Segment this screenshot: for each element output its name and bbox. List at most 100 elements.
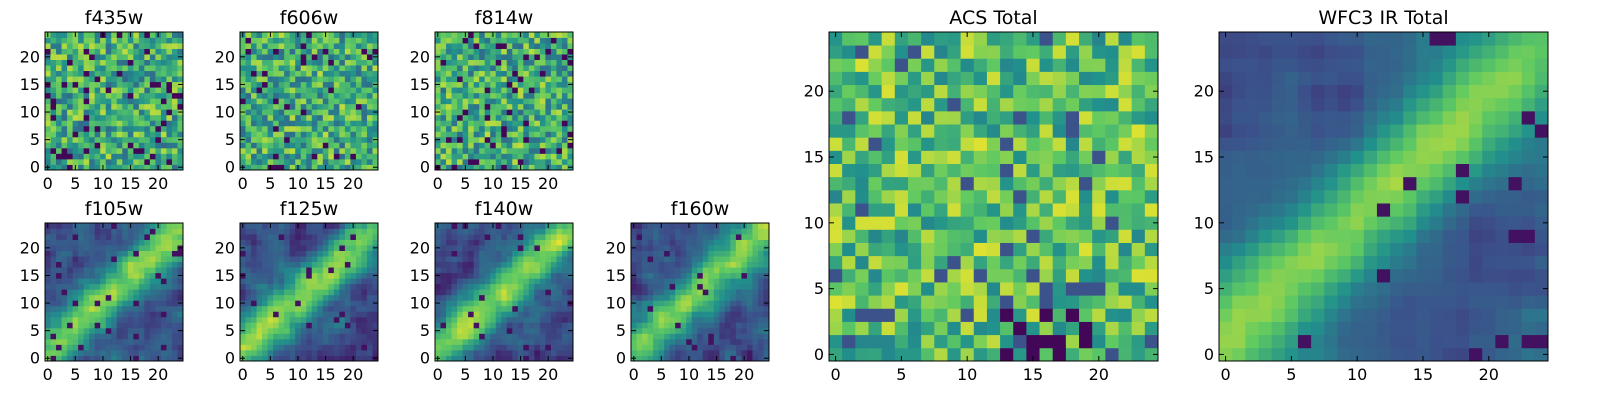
heatmap-cell <box>746 294 753 301</box>
heatmap-cell <box>686 267 693 274</box>
heatmap-cell <box>724 294 731 301</box>
heatmap-cell <box>440 164 447 171</box>
heatmap-cell <box>273 223 280 229</box>
heatmap-cell <box>295 142 302 149</box>
heatmap-cell <box>556 70 563 77</box>
heatmap-cell <box>278 311 285 318</box>
heatmap-cell <box>94 223 101 229</box>
heatmap-cell <box>1131 334 1146 349</box>
heatmap-cell <box>350 98 357 105</box>
heatmap-cell <box>171 147 178 154</box>
heatmap-cell <box>116 70 123 77</box>
heatmap-cell <box>1092 295 1106 309</box>
heatmap-cell <box>462 261 469 268</box>
heatmap-cell <box>730 245 737 251</box>
heatmap-cell <box>339 32 346 38</box>
heatmap-cell <box>855 334 869 349</box>
heatmap-cell <box>708 256 715 263</box>
heatmap-cell <box>273 289 280 296</box>
heatmap-cell <box>539 120 546 127</box>
heatmap-cell <box>647 234 654 240</box>
heatmap-cell <box>473 32 480 38</box>
heatmap-cell <box>116 158 123 165</box>
heatmap-cell <box>1131 308 1146 322</box>
heatmap-cell <box>479 125 486 132</box>
heatmap-cell <box>647 250 654 257</box>
heatmap-cell <box>72 147 79 154</box>
heatmap-cell <box>457 103 463 110</box>
heatmap-cell <box>177 261 184 268</box>
heatmap-cell <box>45 333 51 340</box>
heatmap-cell <box>317 76 324 83</box>
heatmap-cell <box>556 355 563 362</box>
heatmap-cell <box>256 300 263 307</box>
heatmap-cell <box>468 300 475 307</box>
heatmap-cell <box>350 147 357 154</box>
heatmap-cell <box>907 321 922 336</box>
heatmap-cell <box>127 98 134 105</box>
heatmap-cell <box>284 158 291 165</box>
heatmap-cell <box>111 322 118 329</box>
heatmap-cell <box>100 43 107 49</box>
heatmap-cell <box>177 311 184 318</box>
heatmap-cell <box>328 267 335 274</box>
heatmap-cell <box>495 305 502 312</box>
y-tick-label: 10 <box>215 103 235 122</box>
heatmap-cell <box>457 136 463 143</box>
heatmap-cell <box>741 305 748 312</box>
heatmap-cell <box>45 338 51 345</box>
heatmap-cell <box>100 98 107 105</box>
heatmap-cell <box>245 267 252 274</box>
heatmap-cell <box>105 98 112 105</box>
heatmap-cell <box>262 322 268 329</box>
heatmap-cell <box>501 228 508 235</box>
heatmap-cell <box>295 81 302 88</box>
heatmap-cell <box>138 261 145 268</box>
heatmap-cell <box>111 300 118 307</box>
heatmap-cell <box>105 48 112 55</box>
heatmap-cell <box>344 234 351 240</box>
heatmap-cell <box>495 54 502 60</box>
heatmap-cell <box>484 120 491 127</box>
heatmap-cell <box>1092 203 1106 217</box>
heatmap-cell <box>680 256 687 263</box>
heatmap-cell <box>133 245 140 251</box>
heatmap-cell <box>245 344 252 351</box>
heatmap-cell <box>171 136 178 143</box>
heatmap-cell <box>545 228 552 235</box>
heatmap-cell <box>1026 321 1040 336</box>
heatmap-cell <box>89 228 96 235</box>
heatmap-cell <box>89 261 96 268</box>
heatmap-cell <box>160 294 167 301</box>
heatmap-cell <box>468 131 475 138</box>
heatmap-cell <box>78 267 85 274</box>
heatmap-cell <box>155 131 162 138</box>
heatmap-cell <box>300 311 307 318</box>
heatmap-cell <box>339 87 346 94</box>
heatmap-cell <box>986 189 1001 204</box>
heatmap-cell <box>251 43 257 49</box>
heatmap-cell <box>355 261 362 268</box>
heatmap-cell <box>686 289 693 296</box>
heatmap-cell <box>713 289 720 296</box>
heatmap-cell <box>89 87 96 94</box>
heatmap-cell <box>111 125 118 132</box>
heatmap-cell <box>713 305 720 312</box>
heatmap-cell <box>278 70 285 77</box>
heatmap-cell <box>295 37 302 44</box>
heatmap-cell <box>446 98 452 105</box>
heatmap-cell <box>501 283 508 290</box>
heatmap-cell <box>284 131 291 138</box>
heatmap-cell <box>322 98 329 105</box>
heatmap-cell <box>741 245 748 251</box>
heatmap-cell <box>317 355 324 362</box>
heatmap-cell <box>295 272 302 279</box>
heatmap-cell <box>451 136 458 143</box>
heatmap-cell <box>653 223 659 229</box>
heatmap-cell <box>556 142 563 149</box>
heatmap-cell <box>111 142 118 149</box>
heatmap-cell <box>122 300 129 307</box>
heatmap-cell <box>881 255 896 270</box>
heatmap-cell <box>355 289 362 296</box>
heatmap-cell <box>350 125 357 132</box>
